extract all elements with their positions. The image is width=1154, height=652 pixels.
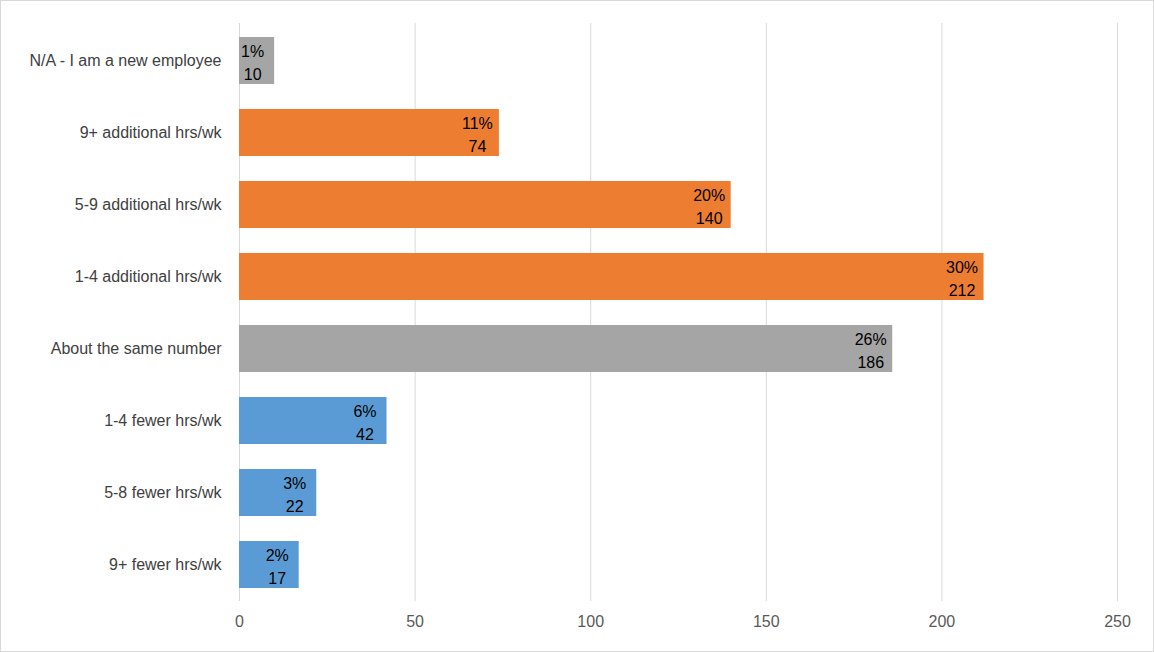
svg-text:1-4 fewer hrs/wk: 1-4 fewer hrs/wk: [104, 412, 222, 429]
svg-text:30%212: 30%212: [946, 259, 978, 299]
svg-text:2%17: 2%17: [266, 547, 289, 587]
svg-text:3%22: 3%22: [283, 475, 306, 515]
svg-text:20%140: 20%140: [693, 187, 725, 227]
svg-text:1-4 additional hrs/wk: 1-4 additional hrs/wk: [75, 268, 223, 285]
svg-text:5-8 fewer hrs/wk: 5-8 fewer hrs/wk: [104, 484, 222, 501]
svg-text:9+ additional hrs/wk: 9+ additional hrs/wk: [80, 124, 223, 141]
svg-text:200: 200: [929, 613, 956, 630]
svg-text:6%42: 6%42: [353, 403, 376, 443]
svg-text:11%74: 11%74: [462, 115, 493, 155]
svg-text:250: 250: [1104, 613, 1131, 630]
svg-text:50: 50: [406, 613, 424, 630]
svg-text:5-9 additional hrs/wk: 5-9 additional hrs/wk: [75, 196, 223, 213]
svg-text:150: 150: [753, 613, 780, 630]
svg-text:0: 0: [235, 613, 244, 630]
svg-text:About the same number: About the same number: [51, 340, 222, 357]
svg-text:N/A - I am a new employee: N/A - I am a new employee: [29, 52, 221, 69]
svg-text:1%10: 1%10: [241, 43, 264, 83]
svg-text:26%186: 26%186: [855, 331, 887, 371]
svg-text:100: 100: [577, 613, 604, 630]
svg-text:9+ fewer hrs/wk: 9+ fewer hrs/wk: [109, 556, 222, 573]
